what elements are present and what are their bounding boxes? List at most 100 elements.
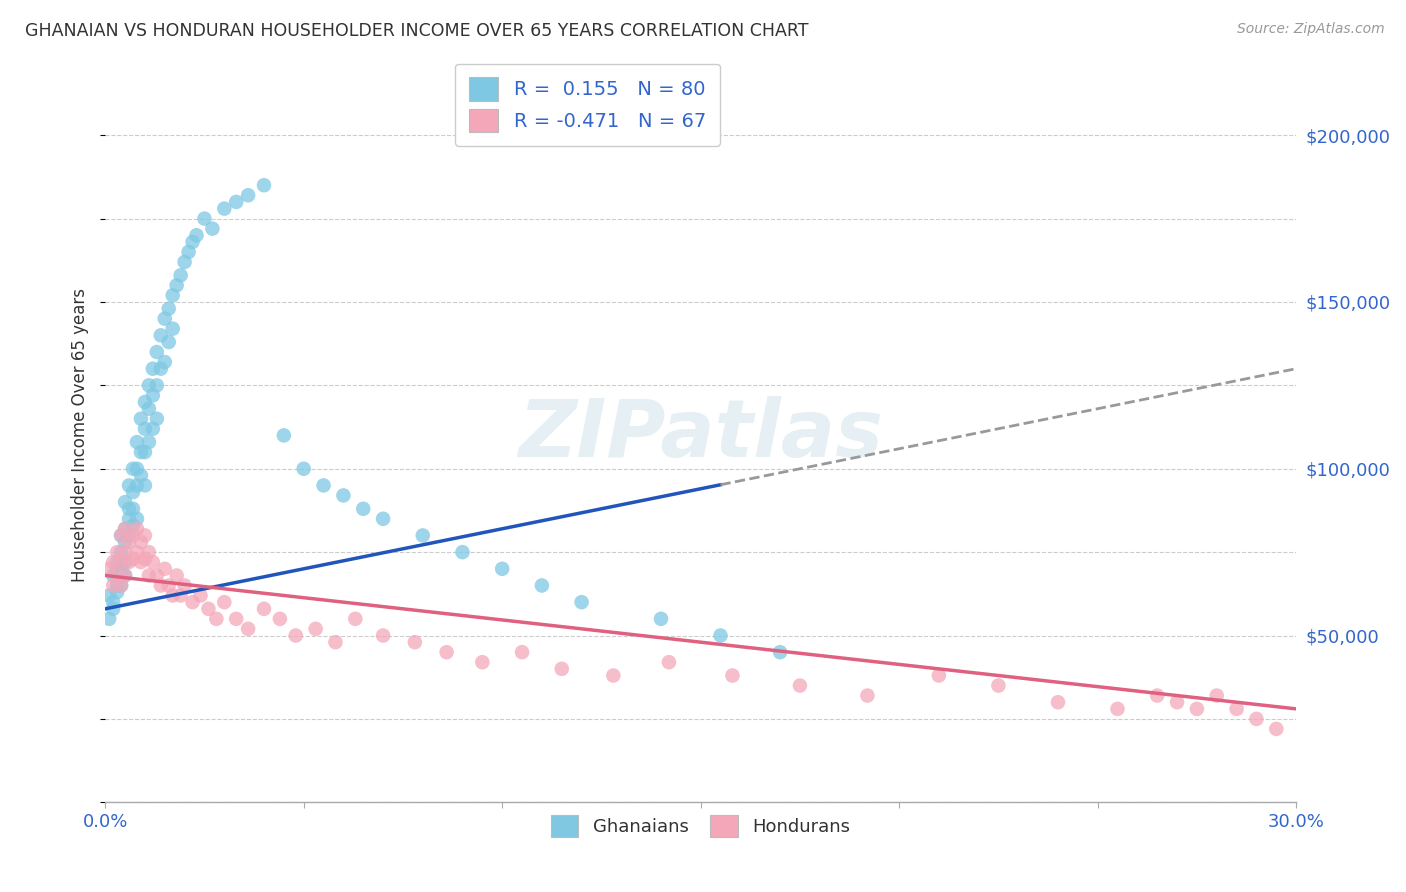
Point: [105, 545, 128, 559]
Point: [122, 518, 145, 533]
Point: [138, 545, 160, 559]
Point: [118, 478, 141, 492]
Point: [138, 435, 160, 450]
Point: [721, 668, 744, 682]
Point: [101, 595, 124, 609]
Point: [197, 602, 219, 616]
Point: [269, 612, 291, 626]
Point: [138, 401, 160, 416]
Point: [709, 628, 731, 642]
Point: [118, 528, 141, 542]
Point: [253, 178, 276, 193]
Point: [110, 528, 132, 542]
Point: [404, 635, 426, 649]
Point: [129, 535, 152, 549]
Point: [149, 328, 172, 343]
Point: [98, 589, 121, 603]
Point: [177, 244, 200, 259]
Point: [157, 578, 180, 592]
Point: [146, 411, 169, 425]
Point: [1146, 689, 1168, 703]
Point: [162, 321, 184, 335]
Point: [312, 478, 335, 492]
Point: [118, 555, 141, 569]
Point: [491, 562, 513, 576]
Point: [122, 485, 145, 500]
Point: [371, 628, 394, 642]
Point: [928, 668, 950, 682]
Point: [551, 662, 574, 676]
Point: [412, 528, 434, 542]
Point: [98, 612, 121, 626]
Point: [114, 545, 136, 559]
Point: [325, 635, 347, 649]
Point: [110, 562, 132, 576]
Point: [110, 545, 132, 559]
Point: [101, 568, 124, 582]
Point: [125, 435, 148, 450]
Point: [114, 568, 136, 582]
Point: [134, 528, 156, 542]
Point: [142, 361, 165, 376]
Point: [471, 655, 494, 669]
Point: [114, 495, 136, 509]
Point: [1185, 702, 1208, 716]
Point: [344, 612, 367, 626]
Point: [125, 545, 148, 559]
Point: [236, 188, 259, 202]
Point: [153, 562, 176, 576]
Point: [114, 568, 136, 582]
Point: [105, 555, 128, 569]
Point: [169, 589, 191, 603]
Point: [153, 311, 176, 326]
Point: [125, 522, 148, 536]
Point: [118, 501, 141, 516]
Point: [602, 668, 624, 682]
Point: [166, 568, 188, 582]
Point: [214, 595, 236, 609]
Point: [157, 301, 180, 316]
Point: [173, 578, 195, 592]
Point: [98, 562, 121, 576]
Point: [284, 628, 307, 642]
Point: [253, 602, 276, 616]
Point: [1107, 702, 1129, 716]
Point: [157, 334, 180, 349]
Point: [1246, 712, 1268, 726]
Text: GHANAIAN VS HONDURAN HOUSEHOLDER INCOME OVER 65 YEARS CORRELATION CHART: GHANAIAN VS HONDURAN HOUSEHOLDER INCOME …: [25, 22, 808, 40]
Point: [658, 655, 681, 669]
Point: [236, 622, 259, 636]
Point: [110, 528, 132, 542]
Point: [371, 512, 394, 526]
Point: [134, 395, 156, 409]
Text: Source: ZipAtlas.com: Source: ZipAtlas.com: [1237, 22, 1385, 37]
Point: [110, 578, 132, 592]
Point: [193, 211, 215, 226]
Point: [142, 388, 165, 402]
Point: [129, 555, 152, 569]
Point: [114, 522, 136, 536]
Y-axis label: Householder Income Over 65 years: Householder Income Over 65 years: [72, 288, 89, 582]
Point: [129, 445, 152, 459]
Point: [146, 345, 169, 359]
Point: [510, 645, 533, 659]
Point: [105, 562, 128, 576]
Text: ZIPatlas: ZIPatlas: [519, 396, 883, 475]
Point: [201, 221, 224, 235]
Point: [1265, 722, 1288, 736]
Point: [190, 589, 212, 603]
Point: [153, 355, 176, 369]
Point: [173, 255, 195, 269]
Point: [138, 568, 160, 582]
Point: [166, 278, 188, 293]
Point: [114, 522, 136, 536]
Point: [134, 422, 156, 436]
Point: [856, 689, 879, 703]
Point: [214, 202, 236, 216]
Point: [122, 501, 145, 516]
Point: [122, 528, 145, 542]
Point: [110, 578, 132, 592]
Point: [125, 512, 148, 526]
Point: [451, 545, 474, 559]
Point: [162, 589, 184, 603]
